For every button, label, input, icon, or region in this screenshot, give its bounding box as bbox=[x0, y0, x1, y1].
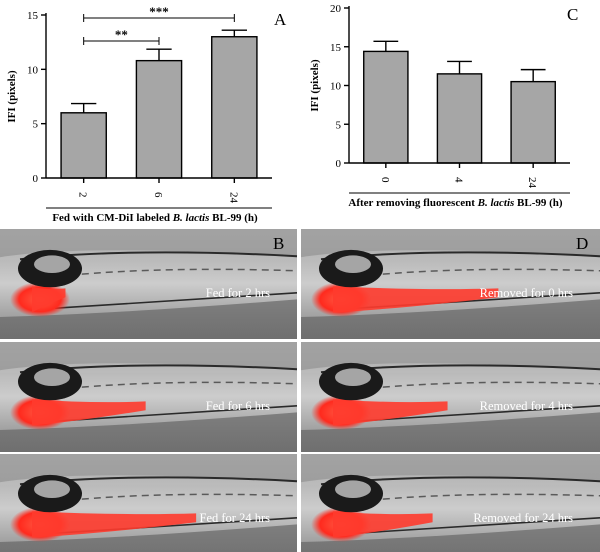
x-tick-label: 4 bbox=[453, 177, 465, 183]
y-tick-label: 0 bbox=[33, 173, 39, 185]
image-panel-b: Fed for 2 hrs Fed for 6 hrs Fed for 24 hrs… bbox=[0, 229, 298, 552]
x-axis-title: Fed with CM-DiI labeled B. lactis BL-99 … bbox=[52, 212, 258, 224]
fish-eye-highlight bbox=[34, 255, 70, 273]
x-tick-label: 2 bbox=[77, 192, 89, 198]
chart-panel-c: 0 5 10 15 20 0 4 24 After removing fluorescent B… bbox=[309, 3, 578, 209]
x-tick-label: 24 bbox=[526, 177, 538, 189]
y-tick-label: 10 bbox=[330, 81, 342, 93]
panel-letter: A bbox=[274, 10, 287, 29]
fish-notochord bbox=[69, 268, 298, 276]
x-tick-label: 0 bbox=[379, 177, 391, 183]
fish-eye-highlight bbox=[335, 368, 371, 387]
bar-2 bbox=[60, 112, 107, 179]
panel-letter: B bbox=[273, 234, 284, 253]
y-tick-label: 5 bbox=[33, 119, 39, 131]
bar-24 bbox=[510, 80, 556, 164]
y-axis-title: IFI (pixels) bbox=[309, 59, 321, 112]
y-tick-label: 15 bbox=[27, 10, 39, 22]
fluorescent-gut bbox=[333, 511, 433, 538]
panel-letter: D bbox=[576, 234, 588, 253]
image-caption-3: Removed for 24 hrs bbox=[473, 511, 573, 525]
image-caption-1: Removed for 0 hrs bbox=[480, 286, 574, 300]
x-tick-label: 6 bbox=[152, 192, 164, 198]
image-caption-2: Fed for 6 hrs bbox=[206, 399, 270, 413]
fluorescent-gut bbox=[32, 399, 146, 426]
fluorescent-gut bbox=[333, 399, 448, 426]
y-tick-label: 0 bbox=[336, 158, 342, 170]
fish-notochord bbox=[370, 493, 600, 501]
image-caption-3: Fed for 24 hrs bbox=[200, 511, 271, 525]
y-tick-label: 15 bbox=[330, 42, 342, 54]
y-tick-label: 5 bbox=[336, 119, 342, 131]
fish-ventral-line bbox=[54, 292, 298, 309]
chart-panel-a: 0 5 10 15 2 6 24 Fed with CM-DiI labeled B. lac… bbox=[6, 4, 287, 224]
fish-notochord bbox=[370, 268, 600, 276]
fish-notochord bbox=[69, 493, 298, 501]
bar-24 bbox=[211, 36, 258, 179]
panel-letter: C bbox=[567, 5, 578, 24]
fluorescent-gut bbox=[333, 286, 499, 313]
fish-notochord bbox=[370, 381, 600, 389]
fish-eye-highlight bbox=[335, 480, 371, 499]
fish-eye-highlight bbox=[34, 480, 70, 499]
y-tick-label: 20 bbox=[330, 3, 342, 15]
x-axis-title: After removing fluorescent B. lactis BL-… bbox=[348, 197, 563, 209]
y-tick-label: 10 bbox=[27, 64, 39, 76]
bar-4 bbox=[436, 73, 483, 164]
fish-eye-highlight bbox=[335, 255, 371, 273]
fluorescent-gut bbox=[32, 286, 66, 313]
sig-label: *** bbox=[149, 4, 169, 19]
bar-6 bbox=[135, 59, 183, 179]
fish-notochord bbox=[69, 381, 298, 389]
sig-label: ** bbox=[115, 27, 128, 42]
image-caption-1: Fed for 2 hrs bbox=[206, 286, 270, 300]
image-caption-2: Removed for 4 hrs bbox=[480, 399, 574, 413]
fluorescent-gut bbox=[32, 511, 197, 538]
x-tick-label: 24 bbox=[227, 192, 239, 204]
fish-ventral-line bbox=[355, 517, 600, 534]
image-panel-d: Removed for 0 hrs Removed for 4 hrs Remove… bbox=[301, 229, 600, 552]
bar-0 bbox=[363, 50, 409, 164]
y-axis-title: IFI (pixels) bbox=[6, 70, 18, 123]
fish-eye-highlight bbox=[34, 368, 70, 387]
